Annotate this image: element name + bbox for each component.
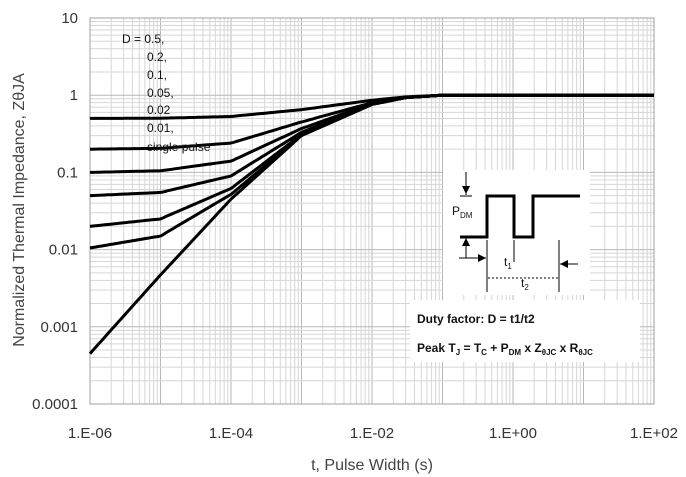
x-tick-label: 1.E-06 <box>68 425 112 442</box>
series-lines <box>88 93 654 355</box>
y-axis-label: Normalized Thermal Impedance, ZθJA <box>11 73 28 347</box>
y-tick-label: 0.01 <box>49 242 78 259</box>
y-tick-label: 0.0001 <box>32 396 78 413</box>
x-axis-label: t, Pulse Width (s) <box>311 457 433 474</box>
legend-entry-d02: 0.2, <box>147 50 167 64</box>
x-tick-label: 1.E-04 <box>209 425 253 442</box>
legend-entry-d01: 0.1, <box>147 68 167 82</box>
formula-box: Duty factor: D = t1/t2 Peak TJ = TC + PD… <box>410 300 640 362</box>
legend: D = 0.5, 0.2, 0.1, 0.05, 0.02 0.01, sing… <box>122 32 211 154</box>
legend-entry-single-pulse: single pulse <box>147 140 211 154</box>
duty-factor-text: Duty factor: D = t1/t2 <box>417 312 535 326</box>
t1-label: t1 <box>504 255 512 271</box>
legend-entry-d002: 0.02 <box>147 103 171 117</box>
legend-entry-d05: D = 0.5, <box>122 32 164 46</box>
pulse-waveform <box>460 194 567 239</box>
x-tick-label: 1.E+02 <box>630 425 678 442</box>
y-tick-label: 0.001 <box>40 319 78 336</box>
x-tick-label: 1.E+00 <box>489 425 537 442</box>
y-tick-label: 1 <box>70 87 78 104</box>
pdm-label: PDM <box>452 204 473 220</box>
y-tick-label: 0.1 <box>57 164 78 181</box>
tick-labels: 1.E-06 1.E-04 1.E-02 1.E+00 1.E+02 10 1 0.1 0.01… <box>32 10 678 442</box>
peak-formula-text: Peak TJ = TC + PDM x ZθJC x RθJC <box>417 341 593 357</box>
legend-entry-d001: 0.01, <box>147 121 174 135</box>
legend-entry-d005: 0.05, <box>147 86 174 100</box>
t2-label: t2 <box>521 276 529 292</box>
x-tick-label: 1.E-02 <box>350 425 394 442</box>
series-line-single-pulse <box>88 93 654 355</box>
plot-frame <box>89 17 655 405</box>
grid <box>89 17 655 405</box>
pulse-diagram-inset: PDM t1 t2 <box>443 170 590 295</box>
y-tick-label: 10 <box>61 10 78 27</box>
